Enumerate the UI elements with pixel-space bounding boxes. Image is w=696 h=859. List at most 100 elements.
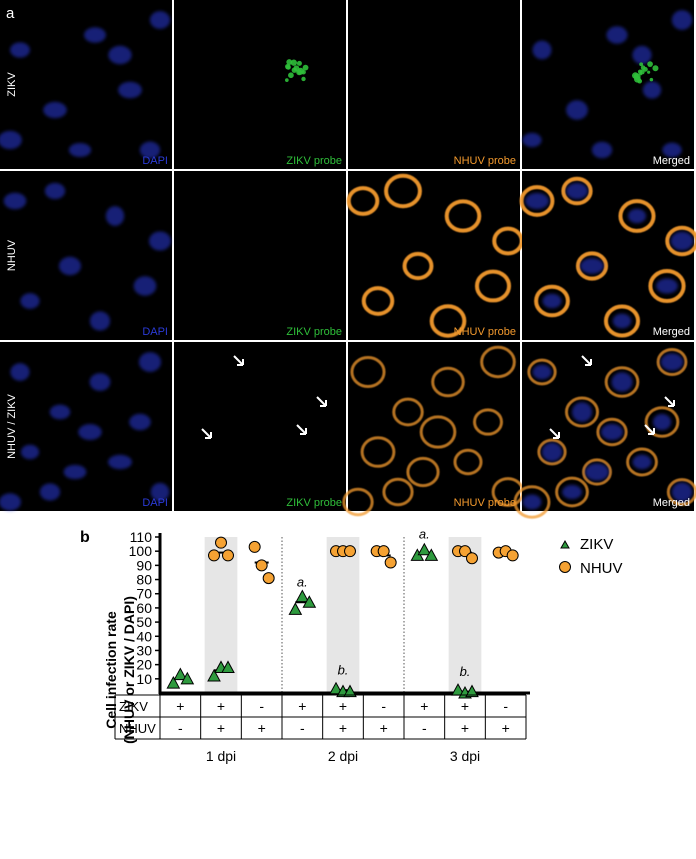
tile-caption: Merged <box>653 326 690 338</box>
data-point-zikv <box>180 671 195 685</box>
data-point-zikv <box>302 595 317 608</box>
legend-marker-zikv <box>560 539 570 549</box>
panel-b-label: b <box>80 529 90 546</box>
group-label: 1 dpi <box>206 748 236 764</box>
arrow-icon <box>664 396 675 407</box>
table-cell: + <box>461 720 469 736</box>
annotation-label: b. <box>460 664 471 679</box>
row-label: ZIKV <box>6 72 18 97</box>
data-point-zikv <box>288 602 303 615</box>
y-tick-label: 40 <box>136 628 152 644</box>
data-point-zikv <box>343 684 357 698</box>
table-cell: - <box>300 720 305 736</box>
y-tick-label: 60 <box>136 600 152 616</box>
micrograph-tile: NHUV probe <box>346 171 524 340</box>
table-row-label: ZIKV <box>119 699 148 714</box>
data-point-zikv <box>424 548 439 561</box>
y-tick-label: 70 <box>136 586 152 602</box>
micrograph-tile: ZIKV probe <box>174 342 346 511</box>
y-tick-label: 90 <box>136 557 152 573</box>
tile-caption: DAPI <box>142 326 168 338</box>
annotation-label: a. <box>419 526 430 541</box>
micrograph-tile: DAPI NHUV <box>0 171 172 340</box>
data-point-nhuv <box>466 552 478 565</box>
micrograph-tile: DAPI NHUV / ZIKV <box>0 342 172 511</box>
arrow-icon <box>581 355 592 366</box>
table-cell: - <box>381 698 386 714</box>
arrow-icon <box>316 396 327 407</box>
data-point-zikv <box>329 681 343 695</box>
y-tick-label: 100 <box>129 543 153 559</box>
arrow-icon <box>201 428 212 439</box>
table-cell: + <box>420 698 428 714</box>
tile-caption: Merged <box>653 155 690 167</box>
y-tick-label: 80 <box>136 572 152 588</box>
legend-label-zikv: ZIKV <box>580 536 613 553</box>
table-cell: + <box>380 720 388 736</box>
tile-caption: Merged <box>653 497 690 509</box>
tile-caption: ZIKV probe <box>286 326 342 338</box>
data-point-zikv <box>221 660 235 673</box>
table-cell: + <box>217 698 225 714</box>
table-cell: + <box>502 720 510 736</box>
tile-caption: NHUV probe <box>454 497 516 509</box>
row-label: NHUV / ZIKV <box>6 393 18 458</box>
data-point-zikv <box>417 542 432 556</box>
y-axis-label-line2: (NHUV or ZIKV / DAPI) <box>121 596 137 744</box>
data-point-zikv <box>207 668 221 682</box>
group-label: 2 dpi <box>328 748 358 764</box>
micrograph-tile: DAPI ZIKV <box>0 0 172 169</box>
group-label: 3 dpi <box>450 748 480 764</box>
data-point-zikv <box>166 676 181 689</box>
tile-caption: NHUV probe <box>454 326 516 338</box>
data-point-nhuv <box>459 545 471 558</box>
data-point-nhuv <box>384 556 397 569</box>
annotation-label: b. <box>338 663 349 678</box>
micrograph-tile: ZIKV probe <box>174 171 346 340</box>
y-tick-label: 110 <box>130 529 153 545</box>
microscopy-grid: DAPI ZIKV ZIKV probe NHUV probe Merged DAPI NH… <box>0 0 696 519</box>
data-point-zikv <box>173 667 188 681</box>
data-point-nhuv <box>344 545 356 558</box>
table-cell: - <box>422 720 427 736</box>
table-cell: + <box>258 720 266 736</box>
data-point-nhuv <box>377 545 390 558</box>
tile-caption: ZIKV probe <box>286 497 342 509</box>
table-cell: + <box>461 698 469 714</box>
data-point-zikv <box>295 589 310 603</box>
tile-caption: NHUV probe <box>454 155 516 167</box>
condition-table: ZIKV + + - + + - + + - NHUV - + + - + + - + +1 dpi 2 dpi 3 dp… <box>114 694 527 764</box>
y-tick-label: 20 <box>136 657 152 673</box>
micrograph-tile: NHUV probe <box>342 342 525 517</box>
micrograph-tile: Merged <box>519 171 696 340</box>
table-cell: - <box>259 698 264 714</box>
tile-caption: ZIKV probe <box>286 155 342 167</box>
data-point-nhuv <box>506 549 519 562</box>
tile-caption: DAPI <box>142 497 168 509</box>
tile-caption: DAPI <box>142 155 168 167</box>
table-cell: - <box>178 720 183 736</box>
arrow-icon <box>296 424 307 435</box>
data-point-zikv <box>465 684 479 698</box>
table-cell: + <box>339 698 347 714</box>
annotation-label: a. <box>297 575 308 590</box>
legend: ZIKV NHUV <box>559 536 623 577</box>
micrograph-tile: Merged <box>522 0 694 169</box>
legend-label-nhuv: NHUV <box>580 560 623 577</box>
arrow-icon <box>233 355 244 366</box>
y-tick-label: 10 <box>136 671 152 687</box>
arrow-icon <box>549 428 560 439</box>
data-point-nhuv <box>215 536 227 549</box>
legend-marker-nhuv <box>559 561 571 573</box>
y-axis-label-line1: Cell infection rate <box>103 611 119 729</box>
micrograph-tile: ZIKV probe <box>174 0 346 169</box>
table-cell: - <box>503 698 508 714</box>
y-tick-label: 50 <box>136 614 152 630</box>
table-cell: + <box>298 698 306 714</box>
data-point-nhuv <box>248 540 261 553</box>
row-label: NHUV <box>6 239 18 271</box>
shaded-column <box>448 537 482 693</box>
table-cell: + <box>176 698 184 714</box>
micrograph-tile: NHUV probe <box>348 0 520 169</box>
